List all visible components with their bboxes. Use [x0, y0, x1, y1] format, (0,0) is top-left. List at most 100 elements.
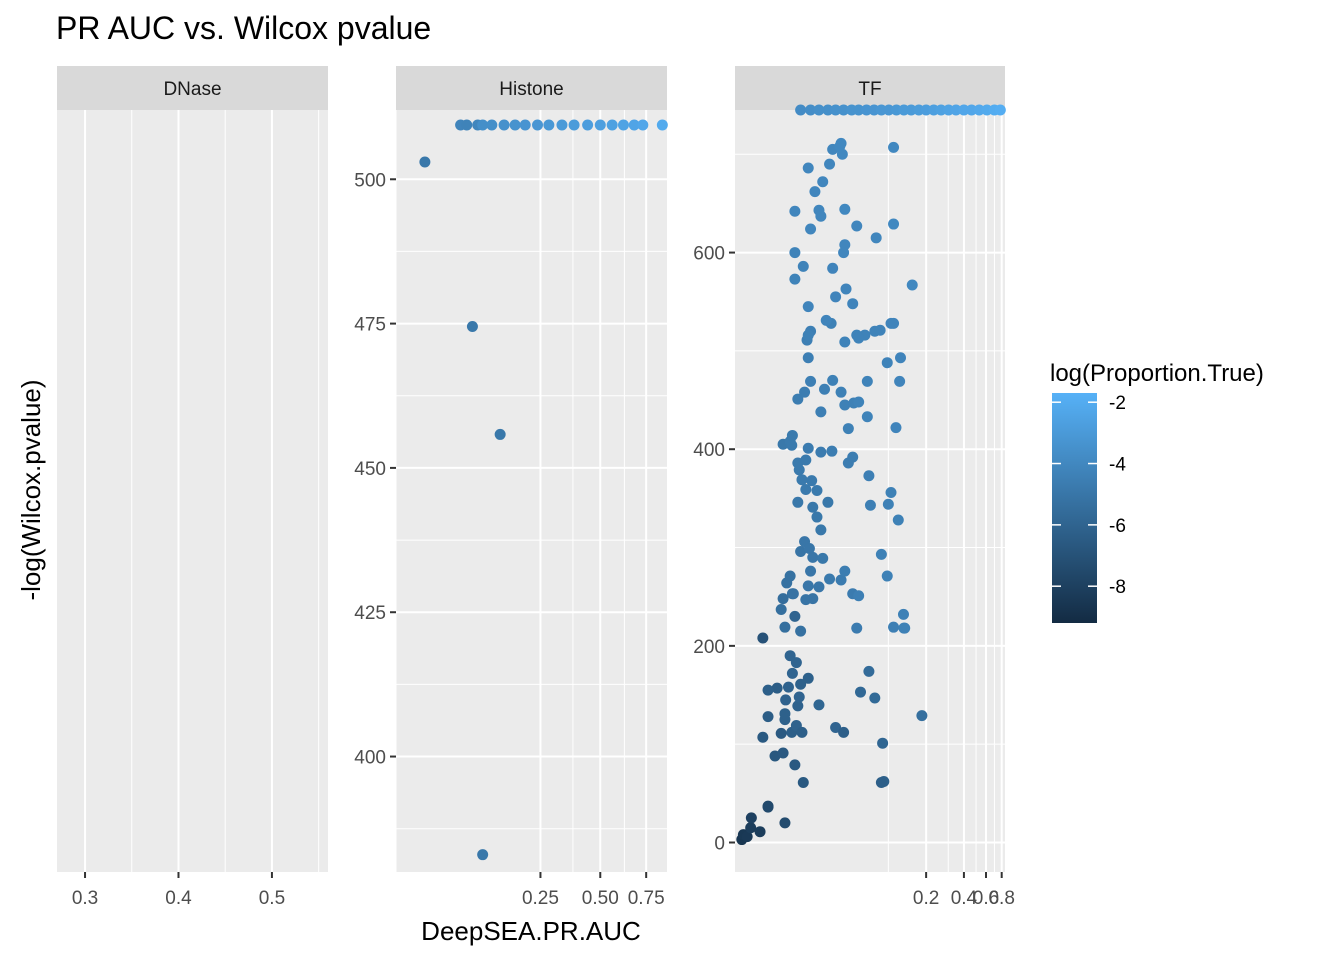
data-point [787, 588, 799, 600]
data-point [793, 464, 805, 476]
x-tick-label: 0.50 [582, 888, 619, 909]
data-point [839, 399, 851, 411]
data-point [863, 470, 875, 482]
data-point [789, 205, 801, 217]
data-point [888, 141, 900, 153]
data-point [898, 622, 910, 634]
data-point [883, 104, 895, 116]
data-point [779, 817, 791, 829]
data-point [882, 498, 894, 510]
data-point [826, 445, 838, 457]
data-point [839, 203, 851, 215]
data-point [786, 439, 798, 451]
facet-dnase: DNase 0.3 0.4 0.5 [57, 66, 328, 909]
panel-background [57, 110, 328, 872]
data-point [789, 273, 801, 285]
data-point [817, 176, 829, 188]
data-point [881, 357, 893, 369]
data-point [762, 801, 774, 813]
chart-title: PR AUC vs. Wilcox pvalue [56, 10, 431, 46]
data-point [792, 393, 804, 405]
x-tick-label: 0.8 [988, 888, 1014, 909]
data-point [477, 119, 489, 131]
data-point [935, 104, 947, 116]
data-point [877, 737, 889, 749]
data-point [819, 383, 831, 395]
data-point [861, 411, 873, 423]
x-axis-title: DeepSEA.PR.AUC [421, 916, 641, 946]
data-point [802, 442, 814, 454]
data-point [905, 104, 917, 116]
data-point [617, 119, 629, 131]
data-point [958, 104, 970, 116]
data-point [920, 104, 932, 116]
data-point [795, 678, 807, 690]
data-point [466, 320, 478, 332]
data-point [853, 590, 865, 602]
facet-strip [57, 66, 328, 110]
data-point [802, 301, 814, 313]
data-point [775, 603, 787, 615]
data-point [800, 484, 812, 496]
facet-strip [735, 66, 1005, 110]
data-point [796, 726, 808, 738]
y-tick-label: 400 [354, 748, 386, 769]
data-point [973, 104, 985, 116]
data-point [789, 247, 801, 259]
data-point [779, 621, 791, 633]
x-tick-label: 0.2 [913, 888, 939, 909]
data-point [827, 262, 839, 274]
data-point [950, 104, 962, 116]
data-point [853, 104, 865, 116]
data-point [815, 524, 827, 536]
data-point [830, 104, 842, 116]
data-point [789, 759, 801, 771]
panel-background [396, 110, 667, 872]
data-point [498, 119, 510, 131]
data-point [830, 721, 842, 733]
data-point [815, 406, 827, 418]
data-point [754, 826, 766, 838]
color-legend: log(Proportion.True) -2 -4 -6 -8 [1050, 360, 1264, 623]
facet-tf: TF 0.2 0.40.60.8 0 200 400 600 [693, 66, 1015, 909]
data-point [606, 119, 618, 131]
legend-title: log(Proportion.True) [1050, 360, 1264, 387]
data-point [839, 565, 851, 577]
data-point [835, 386, 847, 398]
data-point [807, 501, 819, 513]
data-point [805, 223, 817, 235]
data-point [594, 119, 606, 131]
data-point [895, 352, 907, 364]
data-point [799, 386, 811, 398]
data-point [861, 104, 873, 116]
data-point [838, 726, 850, 738]
data-point [817, 552, 829, 564]
legend-tick-label: -4 [1109, 455, 1126, 476]
data-point [797, 777, 809, 789]
y-tick-label: 475 [354, 315, 386, 336]
data-point [795, 104, 807, 116]
data-point [813, 699, 825, 711]
data-point [830, 291, 842, 303]
data-point [835, 137, 847, 149]
data-point [836, 148, 848, 160]
data-point [779, 708, 791, 720]
data-point [477, 849, 489, 861]
data-point [813, 104, 825, 116]
data-point [842, 423, 854, 435]
y-tick-label: 425 [354, 603, 386, 624]
y-tick-label: 500 [354, 170, 386, 191]
data-point [757, 632, 769, 644]
data-point [792, 700, 804, 712]
data-point [806, 475, 818, 487]
data-point [494, 428, 506, 440]
data-point [556, 119, 568, 131]
data-point [762, 684, 774, 696]
x-tick-label: 0.75 [628, 888, 665, 909]
data-point [775, 727, 787, 739]
data-point [827, 374, 839, 386]
data-point [840, 283, 852, 295]
data-point [568, 119, 580, 131]
x-tick-label: 0.4 [951, 888, 978, 909]
data-point [847, 298, 859, 310]
